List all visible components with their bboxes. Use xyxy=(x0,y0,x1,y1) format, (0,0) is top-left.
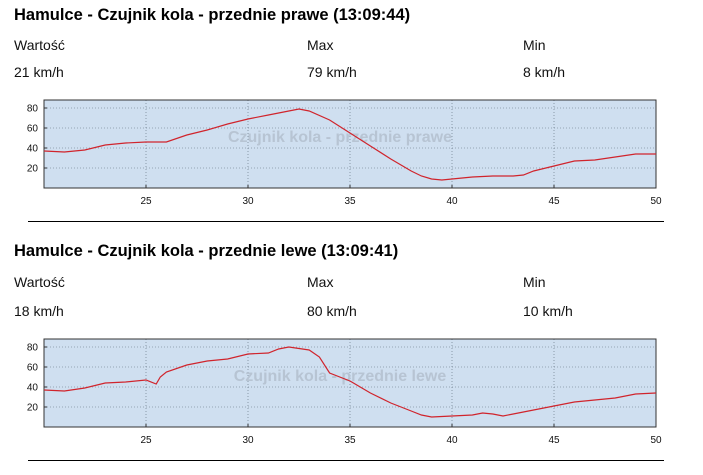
x-tick-label: 50 xyxy=(650,435,662,446)
stat-label-value: Wartość xyxy=(14,37,65,53)
separator-line xyxy=(28,221,664,222)
y-tick-label: 60 xyxy=(27,363,39,374)
plot-background xyxy=(44,339,656,427)
plot-background xyxy=(44,100,656,188)
x-tick-label: 40 xyxy=(446,196,458,207)
stat-label-max: Max xyxy=(307,37,334,53)
x-tick-label: 50 xyxy=(650,196,662,207)
chart-title: Hamulce - Czujnik kola - przednie lewe (… xyxy=(14,242,399,260)
x-tick-label: 30 xyxy=(242,196,254,207)
series-line xyxy=(43,108,656,181)
stat-label-value: Wartość xyxy=(14,274,65,290)
y-tick-label: 80 xyxy=(27,343,39,354)
x-tick-label: 25 xyxy=(140,435,152,446)
y-tick-label: 60 xyxy=(27,124,39,135)
x-tick-label: 45 xyxy=(548,435,560,446)
series-line xyxy=(43,346,657,418)
stat-label-max: Max xyxy=(307,274,334,290)
stat-value-min: 8 km/h xyxy=(523,64,566,80)
stat-label-min: Min xyxy=(523,274,546,290)
stat-value-min: 10 km/h xyxy=(523,303,573,319)
chart-panel-1: Hamulce - Czujnik kola - przednie prawe … xyxy=(0,0,703,232)
x-tick-label: 25 xyxy=(140,196,152,207)
x-tick-label: 30 xyxy=(242,435,254,446)
y-tick-label: 80 xyxy=(27,104,39,115)
separator-line xyxy=(28,460,664,461)
chart-watermark: Czujnik kola - przednie prawe xyxy=(228,129,452,146)
y-tick-label: 40 xyxy=(27,144,39,155)
x-tick-label: 35 xyxy=(344,196,356,207)
x-tick-label: 40 xyxy=(446,435,458,446)
y-tick-label: 20 xyxy=(27,403,39,414)
chart-title: Hamulce - Czujnik kola - przednie prawe … xyxy=(14,6,411,24)
line-chart: Czujnik kola - przednie prawe 20 40 60 80 25… xyxy=(27,99,662,207)
stat-value-max: 79 km/h xyxy=(307,64,357,80)
chart-panel-2: Hamulce - Czujnik kola - przednie lewe (… xyxy=(0,236,703,475)
x-tick-label: 45 xyxy=(548,196,560,207)
x-tick-label: 35 xyxy=(344,435,356,446)
y-tick-label: 40 xyxy=(27,383,39,394)
stat-value-current: 21 km/h xyxy=(14,64,64,80)
y-tick-label: 20 xyxy=(27,164,39,175)
stat-value-current: 18 km/h xyxy=(14,303,64,319)
stat-value-max: 80 km/h xyxy=(307,303,357,319)
stat-label-min: Min xyxy=(523,37,546,53)
